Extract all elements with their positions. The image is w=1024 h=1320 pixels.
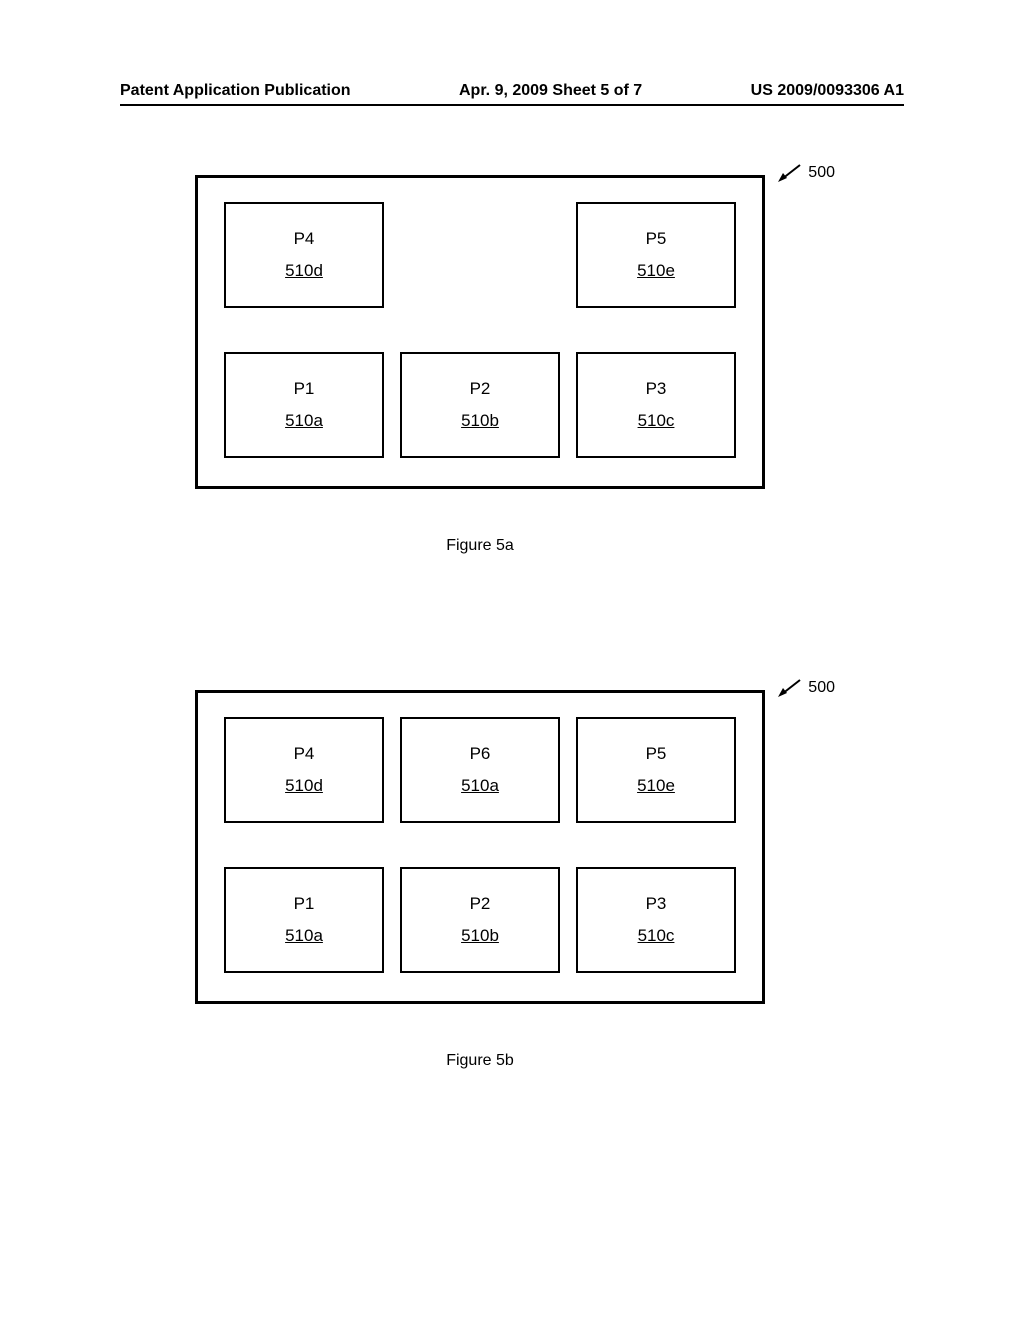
figure-row-bottom: P1 510a P2 510b P3 510c [224, 352, 736, 458]
cell-p-label: P1 [294, 894, 315, 914]
page-header: Patent Application Publication Apr. 9, 2… [120, 82, 904, 100]
outer-container: P4 510d P6 510a P5 510e P1 510a P2 510b [195, 690, 765, 1004]
cell-p-label: P4 [294, 229, 315, 249]
header-publication-number: US 2009/0093306 A1 [751, 82, 904, 100]
reference-arrow: 500 [776, 678, 835, 698]
reference-number: 500 [808, 679, 835, 697]
header-date-sheet: Apr. 9, 2009 Sheet 5 of 7 [459, 82, 642, 100]
figure-5b: 500 P4 510d P6 510a P5 510e P1 510a P2 [195, 690, 765, 1070]
reference-number: 500 [808, 164, 835, 182]
header-publication-type: Patent Application Publication [120, 82, 351, 100]
cell-ref-label: 510e [637, 776, 675, 796]
figure-5a: 500 P4 510d P5 510e P1 510a P2 510b P [195, 175, 765, 555]
cell-p4: P4 510d [224, 717, 384, 823]
cell-p2: P2 510b [400, 867, 560, 973]
cell-p-label: P1 [294, 379, 315, 399]
header-rule [120, 104, 904, 106]
arrow-icon [776, 163, 802, 183]
cell-ref-label: 510d [285, 776, 323, 796]
cell-p3: P3 510c [576, 867, 736, 973]
cell-p1: P1 510a [224, 867, 384, 973]
cell-p4: P4 510d [224, 202, 384, 308]
cell-p6: P6 510a [400, 717, 560, 823]
cell-p-label: P5 [646, 229, 667, 249]
cell-p-label: P6 [470, 744, 491, 764]
cell-ref-label: 510b [461, 926, 499, 946]
cell-p1: P1 510a [224, 352, 384, 458]
figure-caption: Figure 5a [195, 537, 765, 555]
arrow-icon [776, 678, 802, 698]
cell-p-label: P3 [646, 379, 667, 399]
cell-ref-label: 510a [285, 926, 323, 946]
cell-p-label: P4 [294, 744, 315, 764]
figure-row-bottom: P1 510a P2 510b P3 510c [224, 867, 736, 973]
cell-ref-label: 510c [638, 411, 675, 431]
figure-row-top: P4 510d P6 510a P5 510e [224, 717, 736, 823]
outer-container: P4 510d P5 510e P1 510a P2 510b P3 510c [195, 175, 765, 489]
cell-ref-label: 510a [285, 411, 323, 431]
cell-p-label: P5 [646, 744, 667, 764]
cell-ref-label: 510e [637, 261, 675, 281]
cell-ref-label: 510c [638, 926, 675, 946]
reference-arrow: 500 [776, 163, 835, 183]
cell-p-label: P2 [470, 894, 491, 914]
cell-p-label: P3 [646, 894, 667, 914]
cell-p5: P5 510e [576, 202, 736, 308]
figure-row-top: P4 510d P5 510e [224, 202, 736, 308]
cell-p-label: P2 [470, 379, 491, 399]
figure-caption: Figure 5b [195, 1052, 765, 1070]
cell-p5: P5 510e [576, 717, 736, 823]
cell-ref-label: 510d [285, 261, 323, 281]
cell-p3: P3 510c [576, 352, 736, 458]
cell-ref-label: 510a [461, 776, 499, 796]
cell-p2: P2 510b [400, 352, 560, 458]
cell-ref-label: 510b [461, 411, 499, 431]
